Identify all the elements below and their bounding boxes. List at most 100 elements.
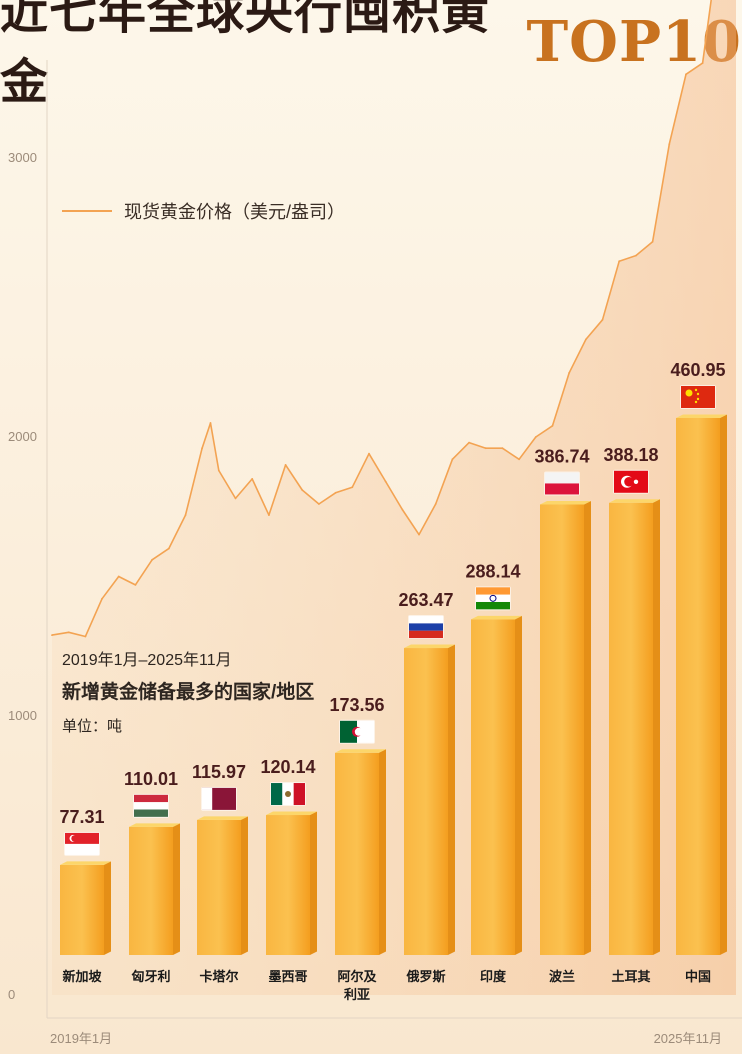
y-tick-label: 1000: [8, 708, 37, 723]
price-point: [618, 260, 621, 263]
bar-side: [448, 644, 455, 955]
algeria-flag: [339, 719, 375, 744]
bar-value-label: 386.74: [534, 446, 589, 466]
category-label: 阿尔及: [337, 969, 377, 984]
price-point: [334, 491, 337, 494]
flag-stripe: [545, 483, 579, 495]
category-label: 墨西哥: [268, 969, 307, 984]
flag-star: [694, 400, 698, 404]
flag-stripe: [271, 783, 283, 806]
bar-side: [653, 499, 660, 955]
price-point: [51, 634, 53, 636]
bar-group: 115.97 卡塔尔: [192, 762, 248, 984]
price-point: [685, 73, 687, 76]
flag-stripe: [65, 843, 99, 855]
price-point: [668, 143, 671, 146]
price-point: [284, 464, 287, 466]
bar-group: 388.18 土耳其: [603, 445, 660, 984]
price-point: [217, 469, 220, 472]
bar: [60, 864, 104, 955]
mexico-flag: [270, 782, 306, 807]
flag-field: [681, 386, 715, 408]
bar-group: 77.31 新加坡: [59, 807, 111, 984]
price-point: [585, 338, 587, 341]
bar: [129, 826, 173, 955]
bar-group: 288.14 印度: [465, 561, 522, 984]
bar-top: [609, 499, 660, 503]
flag-emblem: [285, 791, 291, 798]
price-point: [651, 240, 654, 243]
bar-top: [471, 615, 522, 620]
price-point: [368, 452, 370, 455]
price-point: [418, 533, 420, 536]
price-point: [67, 631, 70, 634]
price-point: [601, 318, 604, 321]
y-tick-label: 2000: [8, 429, 37, 444]
bar-side: [104, 861, 111, 955]
x-tick-label: 2025年11月: [654, 1031, 722, 1046]
category-label: 俄罗斯: [405, 969, 445, 984]
category-label: 匈牙利: [131, 969, 170, 984]
bar-value-label: 460.95: [670, 360, 725, 380]
bar-side: [584, 500, 591, 955]
price-point: [451, 458, 454, 461]
price-point: [484, 447, 487, 450]
flag-stripe: [134, 809, 168, 817]
china-flag: [680, 385, 716, 409]
bar-top: [335, 749, 386, 753]
bar-group: 263.47 俄罗斯: [398, 590, 455, 984]
flag-stripe: [545, 472, 579, 484]
bar-side: [515, 615, 522, 955]
bar-value-label: 288.14: [465, 561, 520, 581]
y-tick-label: 0: [8, 987, 15, 1002]
bar-group: 460.95 中国: [670, 360, 727, 984]
price-point: [318, 503, 320, 505]
flag-star: [696, 392, 700, 396]
price-point: [501, 447, 504, 450]
bar-top: [60, 861, 111, 865]
bar-value-label: 77.31: [59, 807, 104, 827]
title-main: 近七年全球央行囤积黄金: [0, 0, 491, 110]
bar-top: [129, 823, 180, 827]
flag-stripe: [65, 832, 99, 844]
category-label: 中国: [685, 969, 711, 984]
flag-stripe: [134, 802, 168, 810]
flag-star: [694, 388, 698, 392]
price-point: [301, 489, 304, 491]
category-label: 新加坡: [62, 969, 102, 984]
price-point: [551, 424, 554, 427]
bar: [609, 502, 653, 955]
bar-group: 120.14 墨西哥: [260, 757, 317, 984]
category-label: 波兰: [549, 969, 575, 984]
bar-side: [241, 816, 248, 955]
price-point: [534, 436, 537, 438]
bar-value-label: 388.18: [603, 445, 658, 465]
flag-crescent: [354, 727, 363, 736]
flag-stripe: [409, 623, 443, 631]
flag-stripe: [340, 720, 357, 743]
bar-value-label: 173.56: [329, 695, 384, 715]
bar-side: [720, 414, 727, 955]
category-label: 印度: [480, 969, 507, 984]
bar-side: [310, 811, 317, 955]
legend-label: 现货黄金价格（美元/盎司）: [124, 202, 345, 222]
legend: 现货黄金价格（美元/盎司）: [62, 202, 345, 222]
singapore-flag: [64, 831, 100, 856]
flag-crescent: [71, 835, 78, 842]
bar: [266, 815, 310, 955]
price-point: [184, 514, 187, 516]
price-point: [468, 441, 470, 444]
price-point: [268, 514, 270, 516]
price-point: [351, 486, 354, 489]
flag-stripe: [409, 616, 443, 624]
y-tick-label: 3000: [8, 150, 37, 165]
price-point: [84, 635, 87, 638]
bar-value-label: 120.14: [260, 757, 315, 777]
bar-series: 77.31 新加坡 110.01 匈牙利 115.97 卡塔尔 120.14 墨西哥 173.5…: [59, 360, 727, 1002]
x-tick-label: 2019年1月: [50, 1031, 112, 1046]
bar-top: [197, 816, 248, 820]
bar: [540, 504, 584, 955]
price-point: [167, 547, 170, 550]
flag-star: [696, 397, 700, 401]
